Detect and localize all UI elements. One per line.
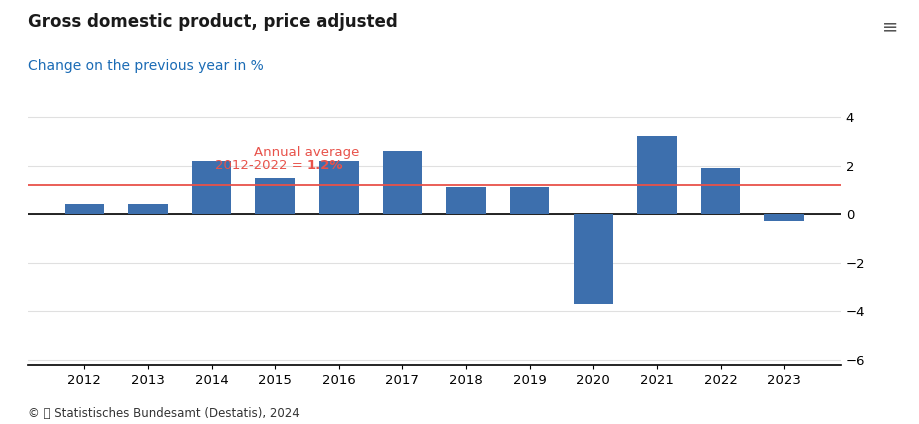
Text: Change on the previous year in %: Change on the previous year in %	[28, 59, 264, 73]
Bar	[128, 204, 167, 214]
Bar	[701, 168, 741, 214]
Bar	[447, 187, 486, 214]
Bar	[637, 137, 676, 214]
Bar	[192, 161, 232, 214]
Text: Gross domestic product, price adjusted: Gross domestic product, price adjusted	[28, 13, 397, 31]
Bar	[255, 178, 295, 214]
Bar	[765, 214, 804, 221]
Text: 1.2%: 1.2%	[307, 159, 344, 172]
Bar	[319, 161, 358, 214]
Bar	[573, 214, 613, 304]
Bar	[64, 204, 104, 214]
Text: ≡: ≡	[882, 17, 899, 36]
Bar	[382, 151, 422, 214]
Bar	[510, 187, 550, 214]
Text: 2012-2022 =: 2012-2022 =	[215, 159, 307, 172]
Text: © 📊 Statistisches Bundesamt (Destatis), 2024: © 📊 Statistisches Bundesamt (Destatis), …	[28, 407, 300, 420]
Text: Annual average: Annual average	[255, 146, 359, 159]
